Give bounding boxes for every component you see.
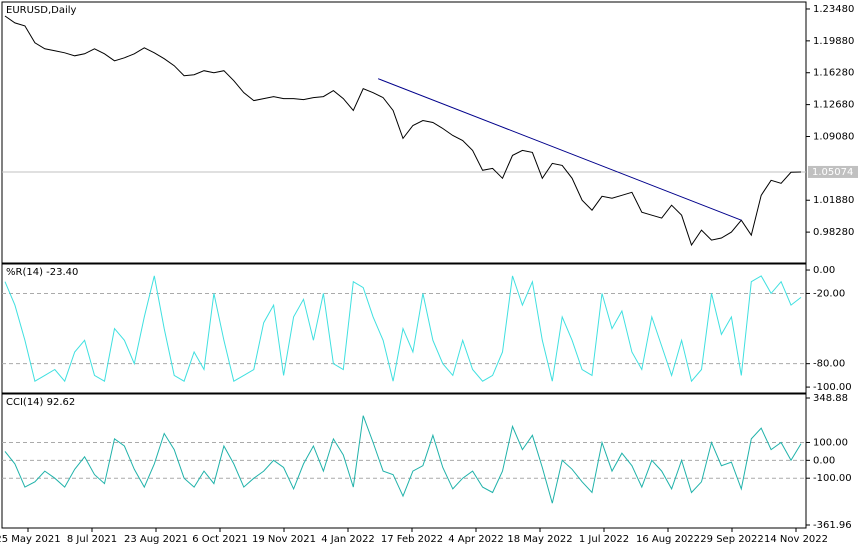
y-tick-label: 1.23480	[813, 4, 854, 15]
y-tick-label: 1.19880	[813, 36, 854, 47]
pane-title: CCI(14) 92.62	[6, 397, 75, 408]
last-price-label: 1.05074	[812, 167, 853, 178]
x-tick-label: 19 Nov 2021	[252, 534, 316, 545]
series-line	[4, 15, 802, 247]
x-tick-label: 8 Jul 2021	[67, 534, 117, 545]
y-tick-label: -361.96	[813, 520, 852, 531]
x-tick-label: 16 Aug 2022	[636, 534, 700, 545]
pane-title: %R(14) -23.40	[6, 267, 78, 278]
y-tick-label: -100.00	[813, 473, 852, 484]
y-tick-label: -80.00	[813, 359, 845, 370]
y-tick-label: 1.01880	[813, 195, 854, 206]
y-tick-label: 0.00	[813, 455, 835, 466]
pane-frame	[1, 393, 807, 529]
x-tick-label: 4 Apr 2022	[448, 534, 503, 545]
x-tick-label: 29 Sep 2022	[700, 534, 763, 545]
pane-frame	[1, 1, 807, 264]
y-tick-label: 348.88	[813, 393, 848, 404]
y-tick-label: 0.98280	[813, 227, 854, 238]
x-tick-label: 6 Oct 2021	[192, 534, 247, 545]
x-tick-label: 14 Nov 2022	[764, 534, 828, 545]
y-tick-label: 100.00	[813, 437, 848, 448]
x-tick-label: 23 Aug 2021	[124, 534, 188, 545]
trendline	[377, 78, 742, 221]
x-tick-label: 4 Jan 2022	[321, 534, 375, 545]
last-price-box	[808, 165, 858, 178]
y-tick-label: 1.12680	[813, 100, 854, 111]
y-tick-label: 0.00	[813, 265, 835, 276]
y-tick-label: 1.09080	[813, 131, 854, 142]
x-tick-label: 18 May 2022	[507, 534, 572, 545]
x-tick-label: 1 Jul 2022	[579, 534, 629, 545]
y-tick-label: -20.00	[813, 288, 845, 299]
x-tick-label: 17 Feb 2022	[381, 534, 443, 545]
y-tick-label: -100.00	[813, 382, 852, 393]
pane-frame	[1, 263, 807, 394]
x-tick-label: 25 May 2021	[0, 534, 61, 545]
pane-title: EURUSD,Daily	[6, 5, 77, 16]
series-line	[4, 275, 802, 383]
series-line	[4, 415, 802, 504]
y-tick-label: 1.16280	[813, 68, 854, 79]
